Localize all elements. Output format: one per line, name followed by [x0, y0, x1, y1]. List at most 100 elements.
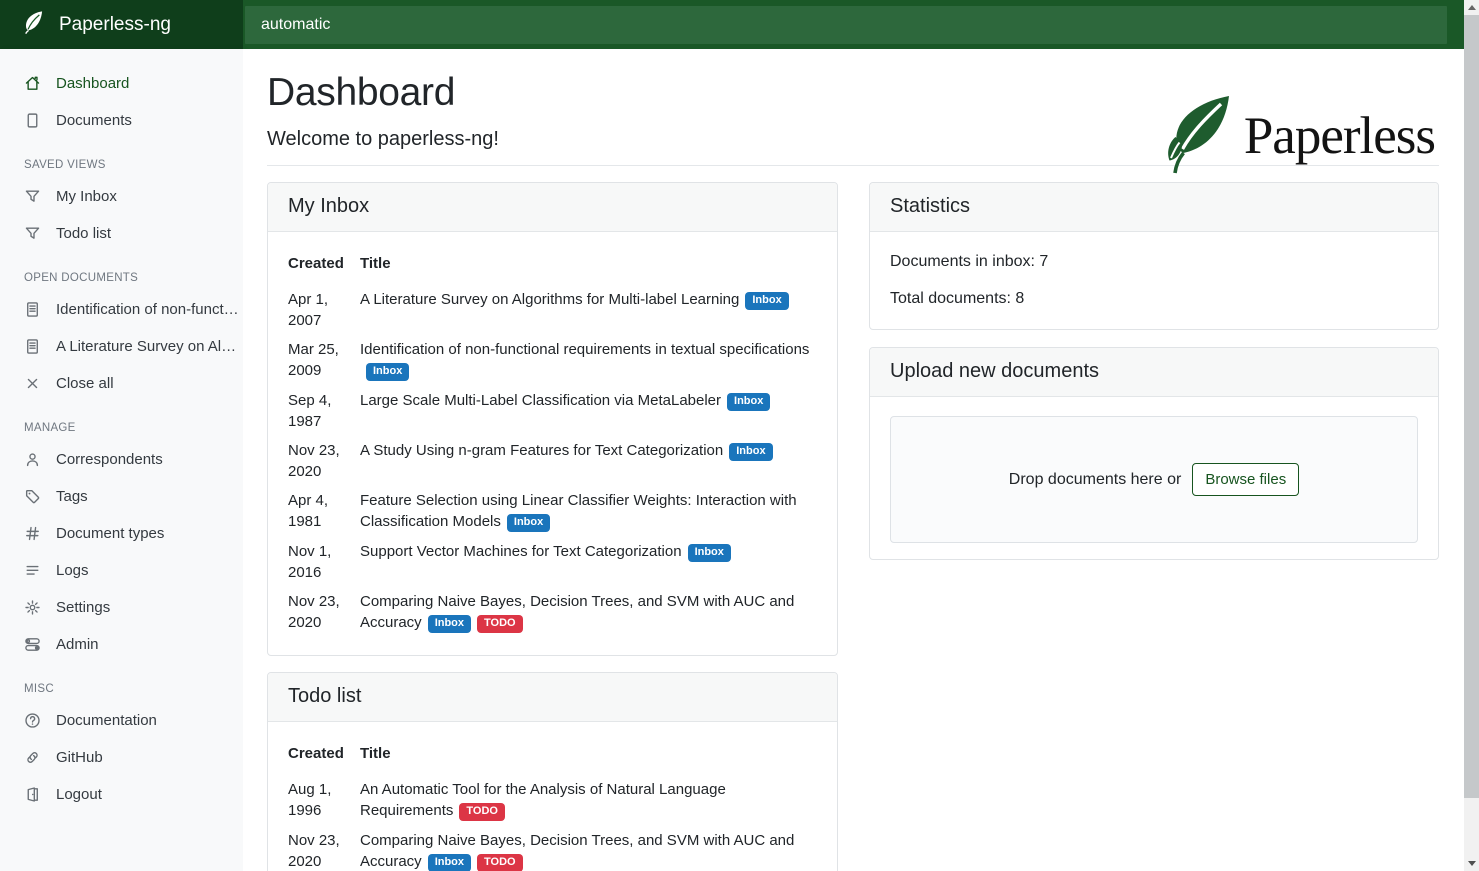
file-text-icon	[24, 301, 41, 318]
sidebar-item-todo-list[interactable]: Todo list	[0, 215, 243, 252]
table-row: Nov 23, 2020 A Study Using n-gram Feature…	[288, 437, 817, 487]
my-inbox-card-title: My Inbox	[268, 183, 837, 232]
sidebar-item-my-inbox[interactable]: My Inbox	[0, 178, 243, 215]
title-cell: Identification of non-functional require…	[360, 336, 817, 387]
vertical-scrollbar[interactable]	[1464, 0, 1479, 871]
created-cell: Nov 23, 2020	[288, 593, 340, 631]
sidebar-item-admin[interactable]: Admin	[0, 626, 243, 663]
table-row: Nov 23, 2020 Comparing Naive Bayes, Decis…	[288, 827, 817, 871]
sidebar-item-settings[interactable]: Settings	[0, 589, 243, 626]
question-circle-icon	[24, 712, 41, 729]
document-link[interactable]: A Study Using n-gram Features for Text C…	[360, 442, 724, 459]
tag-badge[interactable]: Inbox	[727, 393, 771, 411]
document-link[interactable]: Support Vector Machines for Text Categor…	[360, 543, 682, 560]
tag-badge[interactable]: Inbox	[729, 443, 773, 461]
upload-dropzone[interactable]: Drop documents here or Browse files	[890, 416, 1418, 543]
document-link[interactable]: Feature Selection using Linear Classifie…	[360, 492, 797, 530]
tag-badge[interactable]: Inbox	[427, 615, 472, 633]
statistics-line: Total documents: 8	[890, 290, 1025, 307]
statistics-line: Documents in inbox: 7	[890, 253, 1049, 270]
title-cell: Large Scale Multi-Label Classification v…	[360, 387, 817, 437]
table-row: Aug 1, 1996 An Automatic Tool for the Ana…	[288, 776, 817, 827]
close-icon	[24, 375, 41, 392]
sidebar-item-tags[interactable]: Tags	[0, 478, 243, 515]
hash-icon	[24, 525, 41, 542]
app-brand[interactable]: Paperless-ng	[0, 0, 243, 49]
sidebar: Dashboard Documents SAVED VIEWS My Inbox Tod…	[0, 49, 243, 871]
sidebar-item-label: Todo list	[56, 225, 112, 242]
sidebar-item-correspondents[interactable]: Correspondents	[0, 441, 243, 478]
sidebar-item-label: Admin	[56, 636, 99, 653]
document-link[interactable]: Comparing Naive Bayes, Decision Trees, a…	[360, 832, 795, 870]
table-row: Apr 4, 1981 Feature Selection using Linea…	[288, 487, 817, 538]
tag-badge[interactable]: Inbox	[366, 363, 410, 381]
scrollbar-thumb[interactable]	[1464, 15, 1479, 798]
title-cell: Support Vector Machines for Text Categor…	[360, 538, 817, 588]
sidebar-item-label: My Inbox	[56, 188, 117, 205]
my-inbox-table: Created Title Apr 1, 2007 A Literature Su…	[288, 251, 817, 639]
sidebar-section-open-documents: OPEN DOCUMENTS	[24, 272, 139, 284]
my-inbox-card: My Inbox Created Title Apr 1, 2007 A Lite…	[267, 182, 838, 656]
title-cell: Comparing Naive Bayes, Decision Trees, a…	[360, 588, 817, 639]
sidebar-item-label: Document types	[56, 525, 165, 542]
sidebar-item-identification-of-non-functio[interactable]: Identification of non-functio…	[0, 291, 243, 328]
created-cell: Aug 1, 1996	[288, 781, 332, 819]
created-cell: Nov 23, 2020	[288, 832, 340, 870]
toggles-icon	[24, 636, 41, 653]
created-cell: Mar 25, 2009	[288, 341, 339, 379]
document-link[interactable]: Identification of non-functional require…	[360, 341, 810, 358]
sidebar-item-label: Close all	[56, 375, 114, 392]
list-icon	[24, 562, 41, 579]
document-link[interactable]: An Automatic Tool for the Analysis of Na…	[360, 781, 726, 819]
person-icon	[24, 451, 41, 468]
sidebar-item-github[interactable]: GitHub	[0, 739, 243, 776]
column-header-title: Title	[360, 255, 391, 272]
created-cell: Nov 1, 2016	[288, 543, 332, 581]
created-cell: Nov 23, 2020	[288, 442, 340, 480]
sidebar-item-dashboard[interactable]: Dashboard	[0, 65, 243, 102]
main-content: Dashboard Welcome to paperless-ng! Paper…	[243, 49, 1464, 871]
sidebar-item-label: Correspondents	[56, 451, 163, 468]
paperless-logo: Paperless	[1166, 94, 1436, 179]
funnel-icon	[24, 225, 41, 242]
sidebar-section-misc: MISC	[24, 683, 54, 695]
browse-files-button[interactable]: Browse files	[1192, 463, 1300, 496]
scrollbar-up-arrow[interactable]	[1464, 0, 1479, 15]
sidebar-item-logout[interactable]: Logout	[0, 776, 243, 813]
document-link[interactable]: A Literature Survey on Algorithms for Mu…	[360, 291, 740, 308]
sidebar-item-label: Dashboard	[56, 75, 130, 92]
dropzone-text: Drop documents here or	[1008, 470, 1182, 488]
sidebar-item-close-all[interactable]: Close all	[0, 365, 243, 402]
sidebar-item-a-literature-survey-on-algori[interactable]: A Literature Survey on Algori…	[0, 328, 243, 365]
top-navbar: Paperless-ng	[0, 0, 1464, 49]
global-search-input[interactable]	[245, 6, 1447, 44]
sidebar-item-document-types[interactable]: Document types	[0, 515, 243, 552]
tag-badge[interactable]: Inbox	[687, 544, 731, 562]
document-link[interactable]: Comparing Naive Bayes, Decision Trees, a…	[360, 593, 795, 631]
funnel-icon	[24, 188, 41, 205]
column-header-created: Created	[288, 745, 344, 762]
sidebar-item-documentation[interactable]: Documentation	[0, 702, 243, 739]
tag-badge[interactable]: TODO	[459, 803, 505, 821]
tag-badge[interactable]: Inbox	[745, 292, 789, 310]
title-cell: Feature Selection using Linear Classifie…	[360, 487, 817, 538]
sidebar-item-logs[interactable]: Logs	[0, 552, 243, 589]
sidebar-item-label: Tags	[56, 488, 88, 505]
gear-icon	[24, 599, 41, 616]
table-row: Nov 23, 2020 Comparing Naive Bayes, Decis…	[288, 588, 817, 639]
created-cell: Apr 4, 1981	[288, 492, 329, 530]
document-link[interactable]: Large Scale Multi-Label Classification v…	[360, 392, 722, 409]
paperless-logo-text: Paperless	[1243, 107, 1436, 165]
todo-list-table: Created Title Aug 1, 1996 An Automatic To…	[288, 741, 817, 871]
sidebar-item-documents[interactable]: Documents	[0, 102, 243, 139]
created-cell: Apr 1, 2007	[288, 291, 329, 329]
scrollbar-down-arrow[interactable]	[1464, 856, 1479, 871]
tag-badge[interactable]: TODO	[477, 854, 523, 871]
tag-badge[interactable]: Inbox	[506, 514, 551, 532]
tag-badge[interactable]: Inbox	[427, 854, 472, 871]
column-header-title: Title	[360, 745, 391, 762]
sidebar-item-label: Identification of non-functio…	[56, 301, 241, 318]
title-cell: A Study Using n-gram Features for Text C…	[360, 437, 817, 487]
sidebar-item-label: Settings	[56, 599, 111, 616]
tag-badge[interactable]: TODO	[477, 615, 523, 633]
